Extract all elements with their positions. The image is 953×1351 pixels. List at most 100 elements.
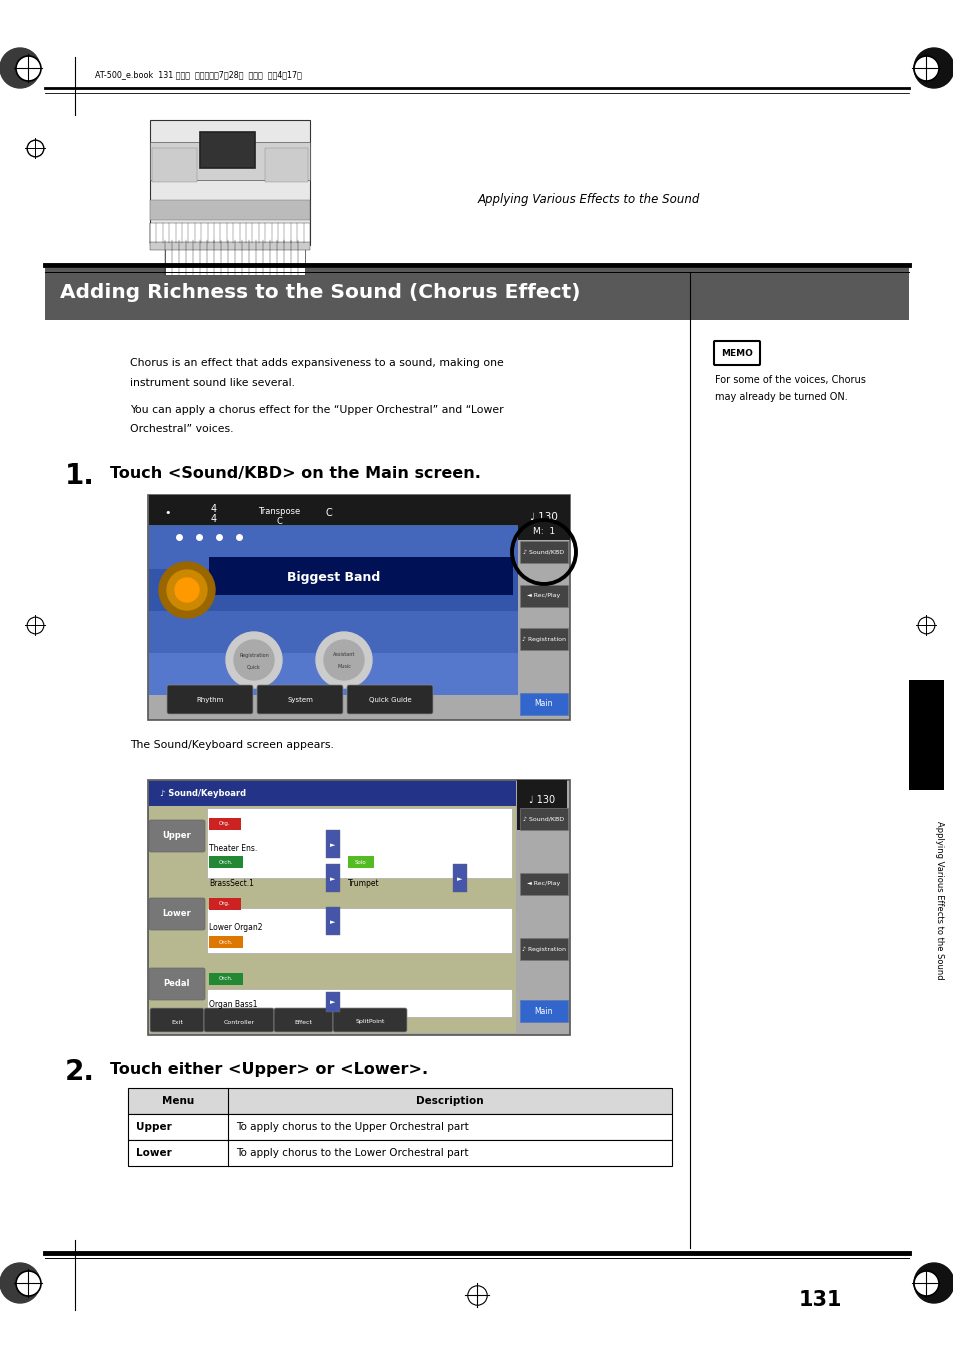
Text: Main: Main bbox=[535, 1006, 553, 1016]
Text: Lower Organ2: Lower Organ2 bbox=[209, 923, 262, 932]
Bar bbox=[148, 780, 569, 1035]
Text: ◄ Rec/Play: ◄ Rec/Play bbox=[527, 881, 560, 886]
Bar bbox=[519, 808, 567, 830]
Bar bbox=[519, 540, 567, 563]
Bar bbox=[209, 936, 243, 948]
Text: Orch.: Orch. bbox=[218, 859, 233, 865]
Bar bbox=[519, 628, 567, 650]
Text: ♪ Sound/KBD: ♪ Sound/KBD bbox=[523, 550, 564, 554]
Text: Main: Main bbox=[535, 700, 553, 708]
Text: Orch.: Orch. bbox=[218, 977, 233, 981]
Bar bbox=[149, 781, 516, 807]
Bar bbox=[150, 200, 310, 220]
Text: ►: ► bbox=[330, 875, 335, 882]
Text: Organ Bass1: Organ Bass1 bbox=[209, 1000, 257, 1009]
Bar bbox=[209, 973, 243, 985]
Bar bbox=[908, 680, 943, 790]
Circle shape bbox=[167, 570, 207, 611]
Bar bbox=[200, 132, 254, 168]
Circle shape bbox=[159, 562, 214, 617]
Text: 2.: 2. bbox=[65, 1058, 95, 1086]
Bar bbox=[519, 693, 567, 715]
Text: Exit: Exit bbox=[171, 1020, 183, 1024]
Circle shape bbox=[315, 632, 372, 688]
Text: Rhythm: Rhythm bbox=[196, 697, 223, 703]
Bar bbox=[209, 898, 241, 911]
Circle shape bbox=[0, 1263, 40, 1302]
FancyBboxPatch shape bbox=[149, 898, 205, 929]
Bar bbox=[209, 857, 243, 867]
Text: Biggest Band: Biggest Band bbox=[287, 570, 380, 584]
Text: Adding Richness to the Sound (Chorus Effect): Adding Richness to the Sound (Chorus Eff… bbox=[60, 284, 579, 303]
FancyBboxPatch shape bbox=[204, 1008, 274, 1032]
Text: Controller: Controller bbox=[223, 1020, 254, 1024]
FancyBboxPatch shape bbox=[149, 969, 205, 1000]
Bar bbox=[453, 865, 467, 892]
Text: ♪ Registration: ♪ Registration bbox=[521, 636, 565, 642]
Bar bbox=[148, 494, 569, 720]
Text: instrument sound like several.: instrument sound like several. bbox=[130, 378, 294, 388]
Bar bbox=[152, 149, 196, 182]
Text: To apply chorus to the Upper Orchestral part: To apply chorus to the Upper Orchestral … bbox=[235, 1121, 468, 1132]
Text: Touch either <Upper> or <Lower>.: Touch either <Upper> or <Lower>. bbox=[110, 1062, 428, 1077]
FancyBboxPatch shape bbox=[274, 1008, 333, 1032]
Text: may already be turned ON.: may already be turned ON. bbox=[714, 392, 847, 403]
Bar bbox=[149, 527, 517, 569]
Text: •: • bbox=[164, 508, 171, 517]
Text: ►: ► bbox=[456, 875, 462, 882]
FancyBboxPatch shape bbox=[333, 1008, 407, 1032]
Text: AT-500_e.book  131 ページ  ２００８年7月28日  月曜日  午後4時17分: AT-500_e.book 131 ページ ２００８年7月28日 月曜日 午後4… bbox=[95, 70, 301, 80]
Text: ♩ 130: ♩ 130 bbox=[530, 512, 558, 521]
Bar bbox=[207, 908, 512, 952]
Text: Theater Ens.: Theater Ens. bbox=[209, 844, 257, 852]
Bar bbox=[128, 1140, 671, 1166]
Text: SplitPoint: SplitPoint bbox=[355, 1020, 384, 1024]
Text: Pedal: Pedal bbox=[164, 979, 190, 989]
Bar bbox=[519, 873, 567, 894]
Text: For some of the voices, Chorus: For some of the voices, Chorus bbox=[714, 376, 865, 385]
Bar bbox=[128, 1115, 671, 1140]
Text: M:   1: M: 1 bbox=[530, 811, 553, 820]
Bar bbox=[150, 242, 310, 250]
FancyBboxPatch shape bbox=[713, 340, 760, 365]
Text: Quick Guide: Quick Guide bbox=[368, 697, 411, 703]
FancyBboxPatch shape bbox=[256, 685, 343, 713]
Text: ♪ Sound/Keyboard: ♪ Sound/Keyboard bbox=[160, 789, 246, 798]
Bar bbox=[207, 808, 512, 878]
Text: ◄ Rec/Play: ◄ Rec/Play bbox=[527, 593, 560, 598]
Text: You can apply a chorus effect for the “Upper Orchestral” and “Lower: You can apply a chorus effect for the “U… bbox=[130, 405, 503, 415]
Text: Description: Description bbox=[416, 1096, 483, 1106]
Text: Applying Various Effects to the Sound: Applying Various Effects to the Sound bbox=[935, 820, 943, 979]
Text: Orch.: Orch. bbox=[218, 939, 233, 944]
Text: Assistant: Assistant bbox=[333, 653, 355, 658]
Text: ►: ► bbox=[330, 842, 335, 848]
Text: C: C bbox=[275, 516, 282, 526]
Bar bbox=[265, 149, 308, 182]
Bar bbox=[326, 992, 339, 1012]
Bar bbox=[207, 989, 512, 1017]
Bar bbox=[149, 807, 516, 1034]
FancyBboxPatch shape bbox=[347, 685, 433, 713]
Text: M:  1: M: 1 bbox=[533, 527, 555, 535]
Bar bbox=[45, 267, 908, 320]
Text: ♪ Registration: ♪ Registration bbox=[521, 946, 565, 951]
Text: Upper: Upper bbox=[162, 831, 192, 840]
Text: The Sound/Keyboard screen appears.: The Sound/Keyboard screen appears. bbox=[130, 740, 334, 750]
Circle shape bbox=[174, 578, 199, 603]
Circle shape bbox=[0, 49, 40, 88]
Text: 131: 131 bbox=[798, 1290, 841, 1310]
Bar bbox=[517, 780, 566, 830]
Text: Lower: Lower bbox=[162, 909, 192, 919]
Bar bbox=[149, 653, 517, 694]
Bar bbox=[519, 585, 567, 607]
Bar bbox=[519, 938, 567, 961]
Bar bbox=[326, 865, 339, 892]
FancyBboxPatch shape bbox=[150, 1008, 204, 1032]
Text: Upper: Upper bbox=[136, 1121, 172, 1132]
Text: C: C bbox=[325, 508, 332, 517]
Bar bbox=[326, 830, 339, 858]
Circle shape bbox=[913, 49, 953, 88]
Bar bbox=[150, 142, 310, 180]
Circle shape bbox=[324, 640, 364, 680]
Text: 4: 4 bbox=[211, 513, 217, 524]
